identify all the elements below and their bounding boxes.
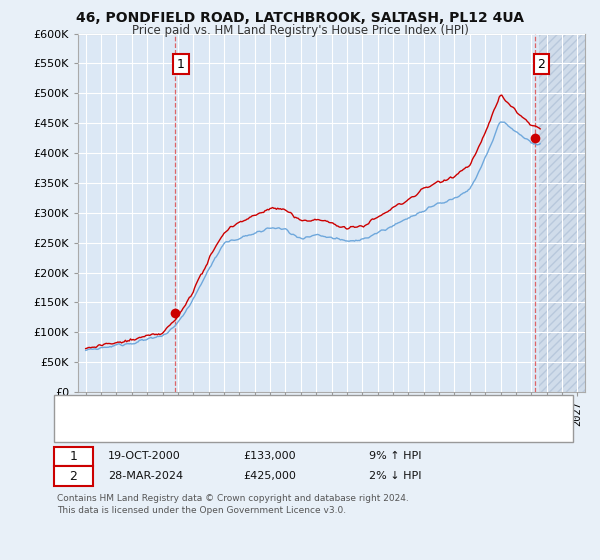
Text: HPI: Average price, detached house, Cornwall: HPI: Average price, detached house, Corn…	[102, 423, 340, 433]
Text: 19-OCT-2000: 19-OCT-2000	[108, 451, 181, 461]
Text: Contains HM Land Registry data © Crown copyright and database right 2024.
This d: Contains HM Land Registry data © Crown c…	[57, 494, 409, 515]
Text: 9% ↑ HPI: 9% ↑ HPI	[369, 451, 421, 461]
Text: 2: 2	[70, 469, 77, 483]
Text: 1: 1	[177, 58, 185, 71]
Text: 1: 1	[70, 450, 77, 463]
Text: 2: 2	[538, 58, 545, 71]
Text: 28-MAR-2024: 28-MAR-2024	[108, 471, 183, 481]
Text: £425,000: £425,000	[243, 471, 296, 481]
Text: £133,000: £133,000	[243, 451, 296, 461]
Text: 46, PONDFIELD ROAD, LATCHBROOK, SALTASH, PL12 4UA: 46, PONDFIELD ROAD, LATCHBROOK, SALTASH,…	[76, 11, 524, 25]
Text: 46, PONDFIELD ROAD, LATCHBROOK, SALTASH, PL12 4UA (detached house): 46, PONDFIELD ROAD, LATCHBROOK, SALTASH,…	[102, 404, 496, 414]
Text: Price paid vs. HM Land Registry's House Price Index (HPI): Price paid vs. HM Land Registry's House …	[131, 24, 469, 37]
Bar	[539, 34, 585, 392]
Text: 2% ↓ HPI: 2% ↓ HPI	[369, 471, 421, 481]
